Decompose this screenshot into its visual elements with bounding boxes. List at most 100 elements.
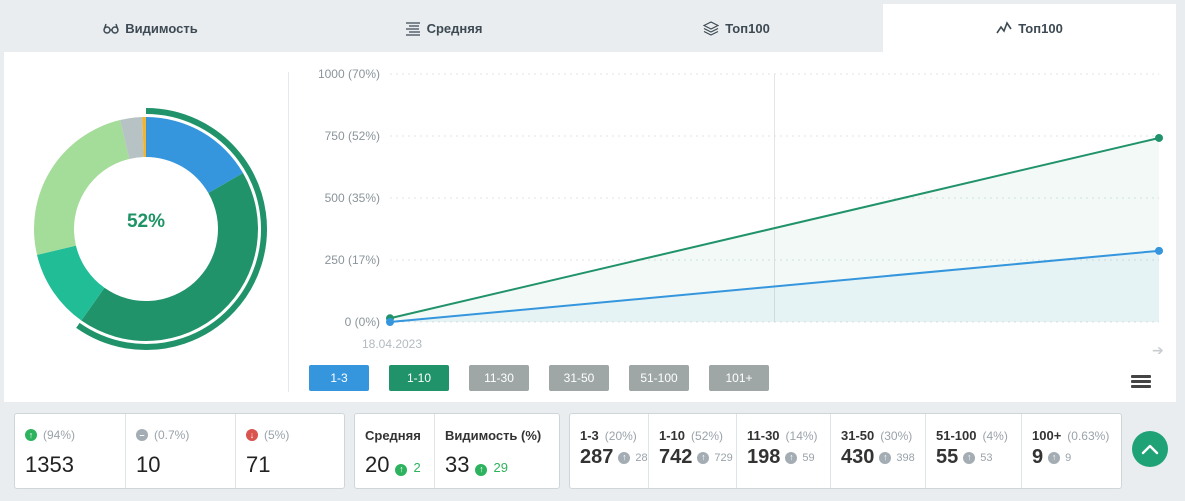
range-stat-label: 51-100 — [936, 428, 977, 443]
arrow-up-circle-icon: ↑ — [395, 463, 408, 476]
range-stat-value: 9 — [1032, 446, 1044, 468]
range-stat-11-30: 11-30 (14%) 198 ↑ 59 — [737, 414, 831, 488]
layers-icon — [703, 21, 720, 36]
range-stat-pct: (20%) — [604, 428, 637, 443]
x-tick-label: 18.04.2023 — [362, 337, 422, 351]
series-point[interactable] — [1155, 246, 1163, 255]
stat-visibility-label: Видимость (%) — [445, 428, 542, 443]
range-stat-label: 1-10 — [659, 428, 686, 443]
donut-chart: 52% — [28, 100, 272, 352]
stat-down: ↓ (5%) 71 — [236, 414, 344, 488]
stat-visibility-value: 33 — [445, 452, 470, 477]
range-stats-card: 1-3 (20%) 287 ↑ 28 1-10 (52%) 742 ↑ 729 11-30 (… — [569, 413, 1122, 489]
range-stat-value: 742 — [659, 446, 693, 468]
donut-center-label: 52% — [126, 211, 166, 232]
stat-average-label: Средняя — [365, 428, 421, 443]
stat-up-value: 1353 — [25, 452, 74, 477]
scroll-top-button[interactable] — [1132, 431, 1168, 467]
tab-top100-layers[interactable]: Топ100 — [590, 4, 883, 52]
range-button-11-30[interactable]: 11-30 — [469, 365, 529, 391]
y-tick-label: 1000 (70%) — [318, 67, 380, 81]
range-stat-value: 55 — [936, 446, 959, 468]
panel-divider — [288, 72, 289, 392]
series-line — [389, 249, 1160, 323]
range-button-1-10[interactable]: 1-10 — [389, 365, 449, 391]
tab-label: Топ100 — [1018, 20, 1063, 36]
range-stat-1-3: 1-3 (20%) 287 ↑ 28 — [570, 414, 649, 488]
stat-same-pct: (0.7%) — [154, 428, 190, 442]
range-filter-buttons: 1-3 1-10 11-30 31-50 51-100 101+ — [309, 365, 789, 391]
tab-label: Топ100 — [725, 20, 770, 36]
range-stat-51-100: 51-100 (4%) 55 ↑ 53 — [926, 414, 1022, 488]
range-stat-value: 198 — [747, 446, 781, 468]
stat-average-delta: 2 — [413, 460, 421, 475]
arrow-up-circle-icon: ↑ — [475, 463, 488, 476]
y-tick-label: 750 (52%) — [325, 129, 380, 143]
arrow-up-circle-icon: ↑ — [25, 429, 37, 441]
donut-svg — [34, 108, 267, 350]
line-chart: 1000 (70%) 750 (52%) 500 (35%) 250 (17%) 0 (… — [318, 67, 1163, 351]
range-button-101-plus[interactable]: 101+ — [709, 365, 769, 391]
chevron-up-icon — [1141, 444, 1159, 455]
range-stat-pct: (30%) — [880, 428, 913, 443]
range-button-1-3[interactable]: 1-3 — [309, 365, 369, 391]
arrow-up-circle-icon: ↑ — [697, 451, 710, 464]
arrow-up-circle-icon: ↑ — [879, 451, 892, 464]
range-stat-pct: (4%) — [982, 428, 1008, 443]
stat-visibility: Видимость (%) 33 ↑ 29 — [435, 414, 559, 488]
stat-visibility-delta: 29 — [493, 460, 508, 475]
lines-icon — [405, 22, 420, 36]
main-panel: 52% 1000 (70%) 750 (52%) 500 (35%) 250 (17%… — [4, 52, 1176, 402]
arrow-down-circle-icon: ↓ — [246, 429, 258, 441]
range-button-51-100[interactable]: 51-100 — [629, 365, 689, 391]
tab-label: Видимость — [125, 20, 198, 36]
stat-up: ↑ (94%) 1353 — [15, 414, 126, 488]
donut-slice[interactable] — [142, 117, 146, 158]
range-stat-delta: 729 — [714, 451, 733, 464]
stat-same-value: 10 — [136, 452, 161, 477]
tab-top100-chart[interactable]: Топ100 — [883, 4, 1176, 52]
arrow-up-circle-icon: ↑ — [1048, 451, 1061, 464]
range-stat-delta: 398 — [896, 451, 915, 464]
range-stat-label: 11-30 — [747, 428, 780, 443]
y-tick-label: 250 (17%) — [325, 253, 380, 267]
donut-slice[interactable] — [146, 117, 244, 194]
donut-slice[interactable] — [34, 120, 130, 255]
range-button-31-50[interactable]: 31-50 — [549, 365, 609, 391]
arrow-up-circle-icon: ↑ — [785, 451, 798, 464]
stat-average: Средняя 20 ↑ 2 — [355, 414, 435, 488]
series-point[interactable] — [386, 318, 394, 326]
tab-label: Средняя — [426, 20, 483, 36]
range-stat-pct: (0.63%) — [1067, 428, 1110, 443]
glasses-icon — [103, 23, 119, 34]
range-stat-100-plus: 100+ (0.63%) 9 ↑ 9 — [1022, 414, 1121, 488]
arrow-right-icon[interactable]: ➔ — [1152, 342, 1164, 358]
tab-average[interactable]: Средняя — [297, 4, 590, 52]
series-point[interactable] — [1155, 133, 1163, 142]
arrow-up-circle-icon: ↑ — [618, 451, 631, 464]
stat-up-pct: (94%) — [43, 428, 76, 442]
tab-visibility[interactable]: Видимость — [4, 4, 297, 52]
donut-slice[interactable] — [81, 173, 259, 342]
stat-average-value: 20 — [365, 452, 390, 477]
minus-circle-icon: – — [136, 429, 148, 441]
donut-slice[interactable] — [37, 245, 105, 321]
donut-slice[interactable] — [120, 117, 144, 159]
range-stat-label: 100+ — [1032, 428, 1062, 443]
range-stat-pct: (14%) — [785, 428, 818, 443]
trend-stats-card: ↑ (94%) 1353 – (0.7%) 10 ↓ (5%) 71 — [14, 413, 345, 489]
tab-bar: Видимость Средняя Топ100 Топ100 — [4, 4, 1176, 52]
arrow-up-circle-icon: ↑ — [963, 451, 976, 464]
range-stat-delta: 53 — [980, 451, 993, 464]
dashboard-frame: Видимость Средняя Топ100 Топ100 52% 1000… — [4, 4, 1176, 497]
range-stat-delta: 59 — [802, 451, 815, 464]
stat-down-pct: (5%) — [264, 428, 290, 442]
range-stat-value: 287 — [580, 446, 614, 468]
hamburger-menu-icon[interactable] — [1131, 375, 1151, 391]
average-stats-card: Средняя 20 ↑ 2 Видимость (%) 33 ↑ 29 — [354, 413, 560, 489]
range-stat-delta: 9 — [1065, 451, 1072, 464]
series-line — [389, 137, 1160, 320]
range-stat-delta: 28 — [635, 451, 648, 464]
stat-down-value: 71 — [246, 452, 271, 477]
range-stat-label: 1-3 — [580, 428, 599, 443]
